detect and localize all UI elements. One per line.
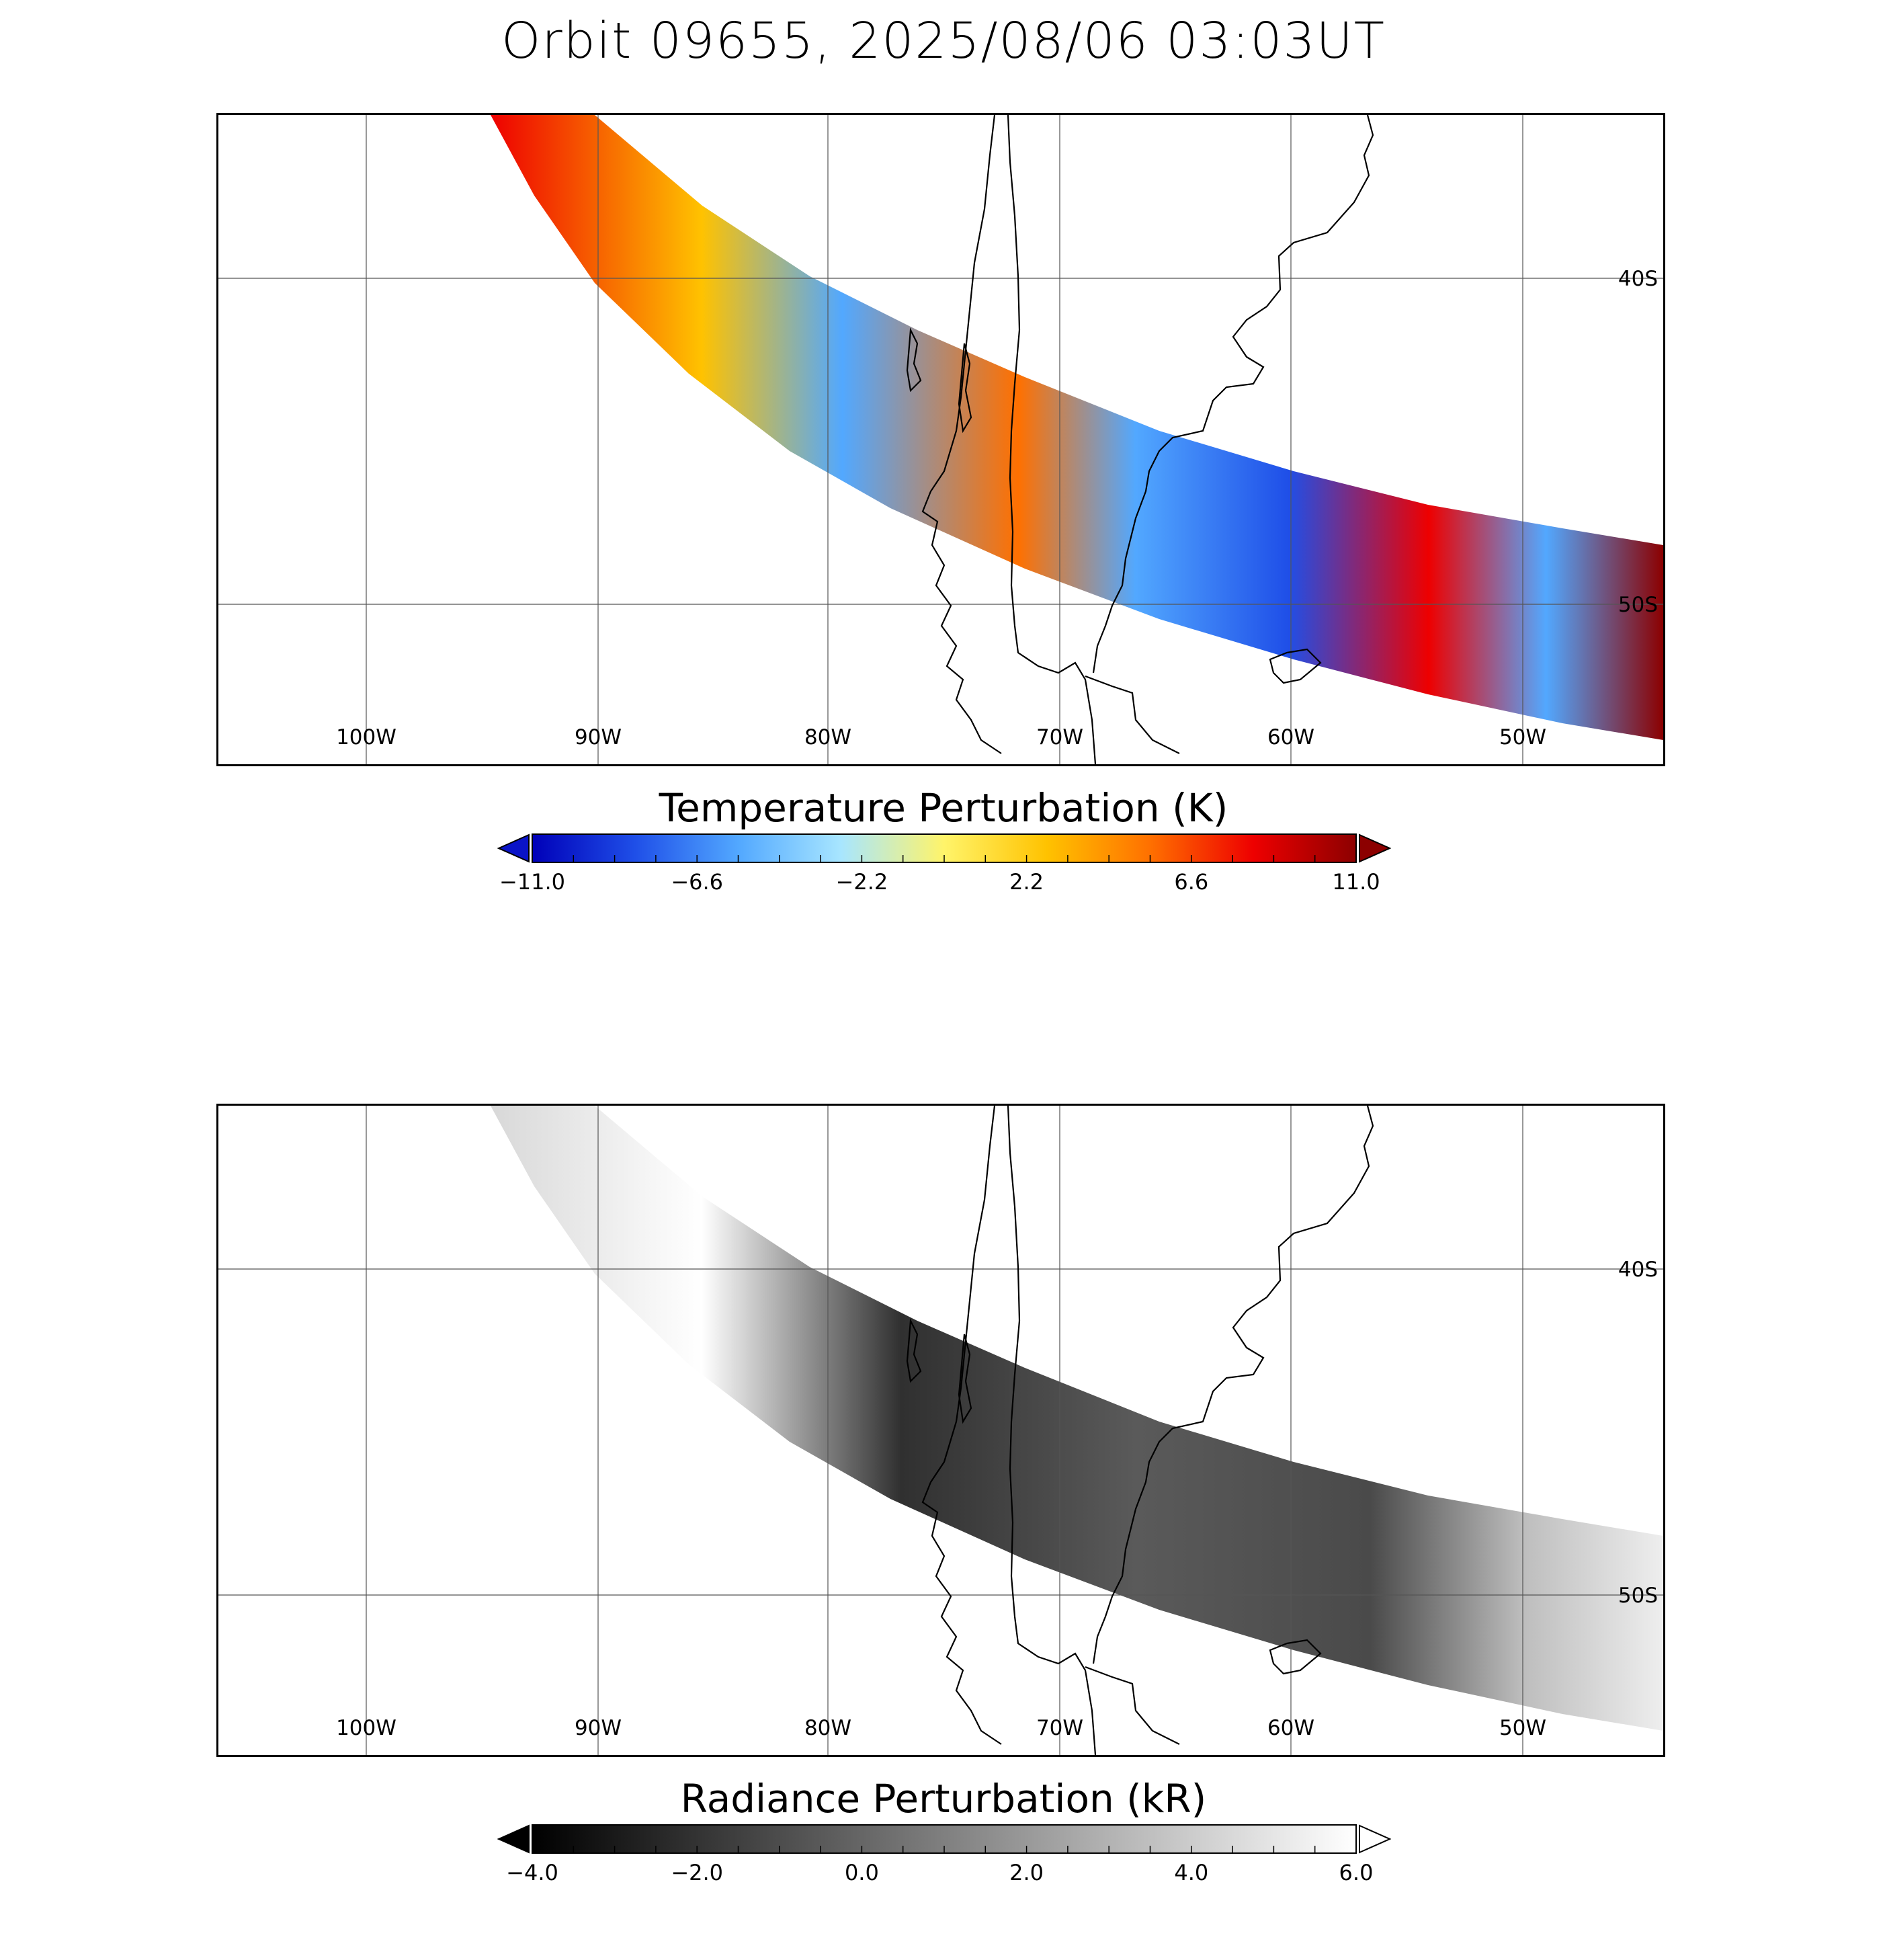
radiance-colorbar-ticks: −4.0 −2.0 0.0 2.0 4.0 6.0 (0, 1860, 1887, 1887)
temperature-colorbar (497, 833, 1391, 863)
swath-region (491, 115, 1663, 740)
longitude-label: 60W (1267, 725, 1314, 749)
longitude-label: 70W (1036, 1716, 1083, 1740)
colorbar-tick-label: 11.0 (1332, 869, 1380, 895)
radiance-colorbar-title: Radiance Perturbation (kR) (680, 1776, 1207, 1822)
temperature-colorbar-ticks: −11.0 −6.6 −2.2 2.2 6.6 11.0 (0, 869, 1887, 896)
longitude-label: 90W (575, 725, 622, 749)
swath-region (491, 1106, 1663, 1731)
coastline (1007, 1106, 1097, 1755)
temperature-map-svg: 100W 90W 80W 70W 60W 50W 40S 50S (218, 115, 1663, 764)
colorbar-tick-label: 4.0 (1174, 1860, 1209, 1885)
latitude-label: 40S (1618, 267, 1658, 291)
figure-title: Orbit 09655, 2025/08/06 03:03UT (501, 12, 1386, 70)
colorbar-tick-label: 2.0 (1009, 1860, 1044, 1885)
coastline (1085, 1666, 1180, 1745)
coastline (921, 115, 1002, 754)
longitude-label: 70W (1036, 725, 1083, 749)
coastline (1092, 115, 1374, 673)
colorbar-tick-label: −6.6 (671, 869, 724, 895)
colorbar-tick-label: 6.6 (1174, 869, 1209, 895)
coastline (958, 343, 972, 434)
longitude-label: 80W (804, 725, 851, 749)
colorbar-tick-label: 2.2 (1009, 869, 1044, 895)
colorbar-tick-label: −11.0 (499, 869, 566, 895)
latitude-label: 40S (1618, 1258, 1658, 1282)
radiance-map-svg: 100W 90W 80W 70W 60W 50W 40S 50S (218, 1106, 1663, 1755)
longitude-label: 90W (575, 1716, 622, 1740)
longitude-label: 80W (804, 1716, 851, 1740)
coastline (906, 1317, 922, 1383)
longitude-label: 50W (1499, 725, 1546, 749)
longitude-label: 60W (1267, 1716, 1314, 1740)
radiance-map-panel: 100W 90W 80W 70W 60W 50W 40S 50S (216, 1104, 1665, 1757)
colorbar-over-arrow (1359, 1824, 1391, 1854)
radiance-colorbar (497, 1824, 1391, 1854)
colorbar-tick-label: 0.0 (844, 1860, 879, 1885)
latitude-label: 50S (1618, 593, 1658, 617)
temperature-colorbar-title: Temperature Perturbation (K) (659, 785, 1228, 831)
longitude-label: 100W (336, 725, 396, 749)
temperature-map-panel: 100W 90W 80W 70W 60W 50W 40S 50S (216, 113, 1665, 766)
colorbar-under-arrow (497, 833, 530, 863)
colorbar-tick-label: −2.0 (671, 1860, 724, 1885)
coastline (1269, 1639, 1322, 1675)
colorbar-under-arrow (497, 1824, 530, 1854)
coastline (906, 327, 922, 393)
latitude-label: 50S (1618, 1584, 1658, 1608)
coastline (921, 1106, 1002, 1745)
coastline (1085, 675, 1180, 754)
colorbar-tick-label: −4.0 (506, 1860, 558, 1885)
coastline (1092, 1106, 1374, 1664)
colorbar-tick-label: 6.0 (1339, 1860, 1374, 1885)
coastline (958, 1334, 972, 1424)
longitude-label: 50W (1499, 1716, 1546, 1740)
colorbar-tick-label: −2.2 (835, 869, 888, 895)
coastline (1007, 115, 1097, 764)
colorbar-over-arrow (1359, 833, 1391, 863)
coastline (1269, 648, 1322, 684)
longitude-label: 100W (336, 1716, 396, 1740)
